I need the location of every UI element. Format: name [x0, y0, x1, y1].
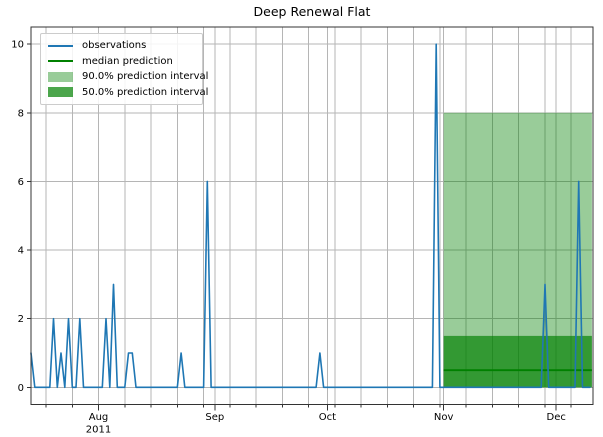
y-tick-label: 4	[18, 246, 24, 257]
legend-label: observations	[82, 40, 147, 52]
x-tick-label: Sep	[205, 412, 224, 423]
observations-line	[30, 43, 591, 389]
legend-item: 50.0% prediction interval	[48, 85, 208, 101]
legend: observations median prediction 90.0% predi…	[40, 33, 208, 105]
legend-label: median prediction	[82, 55, 173, 67]
x-tick-label: Dec	[547, 412, 566, 423]
legend-patch-swatch	[48, 71, 73, 82]
y-tick-label: 8	[18, 108, 24, 119]
legend-line-swatch	[48, 44, 73, 47]
interval-band-50	[443, 335, 592, 388]
legend-item: 90.0% prediction interval	[48, 69, 208, 85]
chart-title: Deep Renewal Flat	[253, 4, 371, 19]
x-tick-label: Aug	[89, 412, 109, 423]
x-tick-sublabel: 2011	[86, 425, 111, 436]
legend-label: 50.0% prediction interval	[82, 86, 209, 98]
x-tick-label: Nov	[434, 412, 454, 423]
legend-patch-swatch	[48, 87, 73, 98]
y-tick-label: 2	[18, 314, 24, 325]
legend-label: 90.0% prediction interval	[82, 71, 209, 83]
legend-item: median prediction	[48, 54, 194, 70]
legend-item: observations	[48, 38, 194, 54]
legend-line-swatch	[48, 60, 73, 63]
y-tick-label: 0	[18, 383, 24, 394]
y-tick-label: 6	[18, 177, 24, 188]
axes-spines	[30, 26, 594, 405]
y-tick-label: 10	[11, 40, 24, 51]
x-tick-label: Oct	[319, 412, 336, 423]
